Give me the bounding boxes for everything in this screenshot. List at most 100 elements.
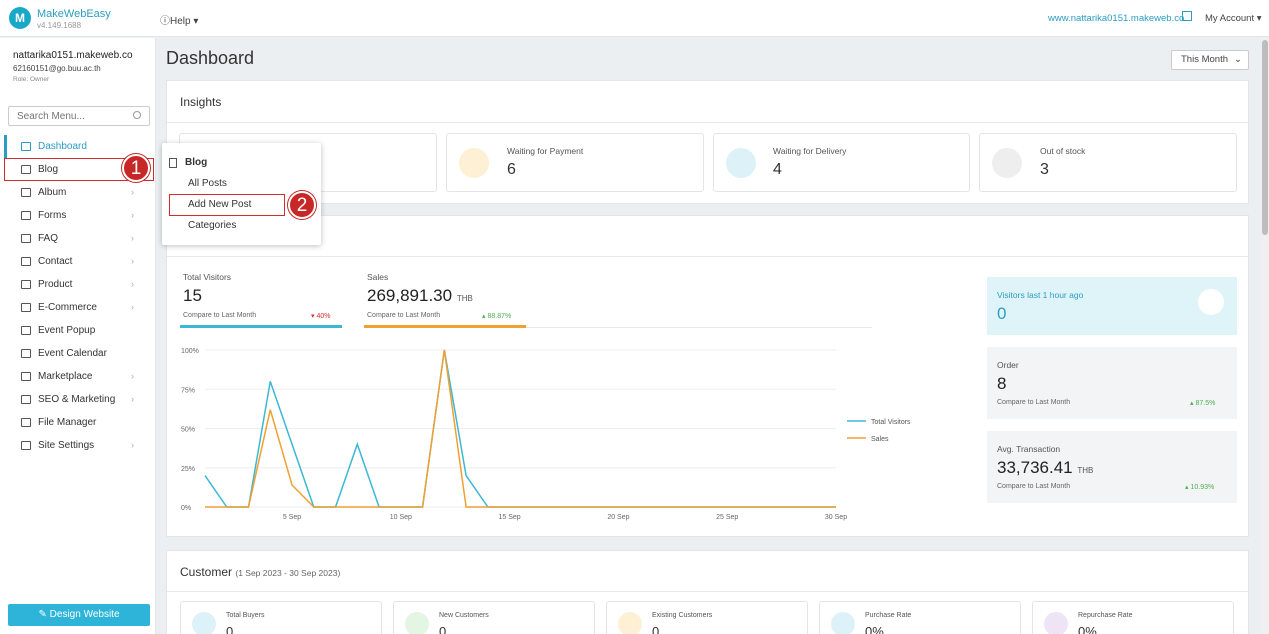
flyout-title: Blog (185, 157, 208, 168)
sidebar-item-marketplace[interactable]: Marketplace › (4, 365, 154, 388)
help-circle-icon: ⓘ (160, 16, 170, 27)
user-plus-icon (405, 612, 429, 634)
y-tick-label: 75% (181, 387, 195, 394)
sidebar-item-label: Dashboard (38, 141, 87, 152)
help-menu[interactable]: ⓘHelp ▾ (160, 12, 198, 27)
sidebar-item-label: E-Commerce (38, 302, 97, 313)
document-icon (21, 165, 31, 174)
visitors-label: Total Visitors (183, 272, 232, 282)
order-label: Order (997, 360, 1019, 370)
cart-refresh-icon (1044, 612, 1068, 634)
flyout-item-add-new-post[interactable]: Add New Post (188, 199, 252, 210)
insight-card-waiting-delivery[interactable]: Waiting for Delivery 4 (713, 133, 970, 192)
customer-title: Customer (1 Sep 2023 - 30 Sep 2023) (180, 565, 340, 579)
customer-card-value: 0 (439, 624, 447, 634)
stats-panel: Total Visitors 15 Compare to Last Month … (166, 215, 1249, 537)
payment-icon (459, 148, 489, 178)
box-icon (992, 148, 1022, 178)
period-select-value: This Month (1181, 54, 1228, 65)
avg-compare: Compare to Last Month (997, 483, 1071, 490)
sidebar-item-forms[interactable]: Forms › (4, 204, 154, 227)
panel-divider (167, 591, 1248, 592)
visitors-compare: Compare to Last Month (183, 312, 257, 319)
brand-logo-icon[interactable]: M (9, 7, 31, 29)
search-menu-input[interactable] (8, 106, 150, 126)
design-website-label: Design Website (49, 609, 120, 620)
add-new-post-highlight (169, 194, 285, 216)
sidebar-item-dashboard[interactable]: Dashboard (4, 135, 154, 158)
home-icon (21, 142, 31, 151)
insight-card-out-of-stock[interactable]: Out of stock 3 (979, 133, 1237, 192)
sales-underline[interactable] (364, 325, 526, 328)
sales-change-value: 88.87% (487, 313, 512, 320)
tab-baseline (526, 327, 872, 328)
sidebar-item-label: Site Settings (38, 440, 95, 451)
sales-amount: 269,891.30 (367, 286, 453, 305)
chevron-right-icon: › (131, 279, 134, 289)
chevron-right-icon: › (131, 187, 134, 197)
chevron-right-icon: › (131, 210, 134, 220)
sidebar-item-seo-marketing[interactable]: SEO & Marketing › (4, 388, 154, 411)
top-bar: M MakeWebEasy v4.149.1688 ⓘHelp ▾ www.na… (0, 0, 1269, 37)
visitors-value: 15 (183, 286, 202, 305)
visitors-change: ▾ 40% (311, 313, 331, 320)
sidebar-item-product[interactable]: Product › (4, 273, 154, 296)
sidebar-item-label: Blog (38, 164, 59, 175)
page-scrollbar[interactable] (1261, 38, 1269, 634)
step-badge-2: 2 (288, 191, 316, 219)
customer-card-new: New Customers 0 (393, 601, 595, 634)
customer-card-label: Existing Customers (652, 612, 713, 619)
visitors-hour-value: 0 (997, 304, 1007, 323)
insight-label: Waiting for Payment (507, 146, 584, 156)
sidebar-item-event-calendar[interactable]: Event Calendar (4, 342, 154, 365)
sidebar-item-blog[interactable]: Blog (4, 158, 154, 181)
sidebar-item-label: Contact (38, 256, 73, 267)
sidebar-item-contact[interactable]: Contact › (4, 250, 154, 273)
page-scrollbar-thumb[interactable] (1262, 40, 1268, 235)
insight-label: Out of stock (1040, 146, 1086, 156)
customer-card-repurchase-rate: Repurchase Rate 0% (1032, 601, 1234, 634)
avg-change-value: 10.93% (1190, 484, 1215, 491)
design-website-button[interactable]: ✎ Design Website (8, 604, 150, 626)
cart-icon (831, 612, 855, 634)
customer-card-existing: Existing Customers 0 (606, 601, 808, 634)
user-name: nattarika0151.makeweb.co (13, 50, 133, 61)
sidebar-item-label: Event Calendar (38, 348, 107, 359)
sales-value: 269,891.30 THB (367, 286, 473, 306)
flyout-item-all-posts[interactable]: All Posts (188, 178, 227, 189)
customer-card-value: 0% (1078, 624, 1097, 634)
sidebar-item-album[interactable]: Album › (4, 181, 154, 204)
sidebar-item-label: SEO & Marketing (38, 394, 116, 405)
insights-title: Insights (180, 95, 222, 109)
sidebar-item-site-settings[interactable]: Site Settings › (4, 434, 154, 457)
order-compare: Compare to Last Month (997, 399, 1071, 406)
chevron-down-icon: ▾ (193, 16, 199, 27)
order-change-value: 87.5% (1195, 400, 1216, 407)
calendar-icon (21, 349, 31, 358)
panel-divider (167, 256, 1248, 257)
x-tick-label: 30 Sep (825, 514, 847, 521)
flyout-item-categories[interactable]: Categories (188, 220, 237, 231)
app-version: v4.149.1688 (37, 21, 82, 30)
sidebar-item-ecommerce[interactable]: E-Commerce › (4, 296, 154, 319)
period-select[interactable]: This Month ⌄ (1171, 50, 1249, 70)
step-badge-1: 1 (122, 154, 150, 182)
avg-change: ▴ 10.93% (1185, 484, 1215, 491)
insight-card-waiting-payment[interactable]: Waiting for Payment 6 (446, 133, 704, 192)
customer-title-text: Customer (180, 565, 233, 579)
sidebar-item-file-manager[interactable]: File Manager (4, 411, 154, 434)
x-tick-label: 5 Sep (283, 514, 301, 521)
chevron-right-icon: › (131, 256, 134, 266)
order-card: Order 8 Compare to Last Month ▴ 87.5% (987, 347, 1237, 419)
visitors-underline[interactable] (180, 325, 342, 328)
list-icon (21, 211, 31, 220)
x-tick-label: 25 Sep (716, 514, 738, 521)
site-url-link[interactable]: www.nattarika0151.makeweb.co (1048, 13, 1185, 24)
sidebar-item-faq[interactable]: FAQ › (4, 227, 154, 250)
customer-card-label: New Customers (439, 612, 489, 619)
my-account-menu[interactable]: My Account ▾ (1205, 13, 1262, 24)
panel-divider (167, 122, 1248, 123)
sidebar-item-event-popup[interactable]: Event Popup (4, 319, 154, 342)
external-link-icon[interactable] (1182, 11, 1192, 21)
help-label: Help (170, 16, 191, 27)
